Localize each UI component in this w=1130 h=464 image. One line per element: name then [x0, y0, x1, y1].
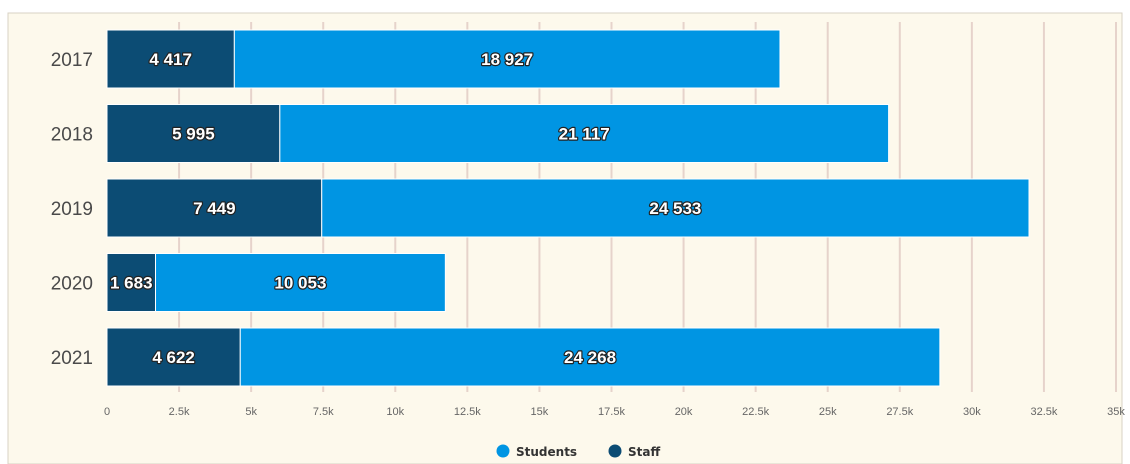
x-tick-label: 12.5k: [454, 406, 481, 418]
data-label: 4 622: [152, 348, 195, 367]
legend-marker-staff[interactable]: [608, 444, 622, 458]
category-label: 2017: [51, 50, 93, 71]
data-label: 18 927: [481, 50, 533, 69]
data-label: 5 995: [172, 125, 215, 144]
category-label: 2019: [51, 199, 93, 220]
legend-marker-students[interactable]: [496, 444, 510, 458]
x-tick-label: 20k: [675, 406, 693, 418]
x-tick-label: 5k: [245, 406, 257, 418]
bar-students[interactable]: [321, 178, 1030, 238]
data-label: 21 117: [559, 125, 610, 144]
legend[interactable]: Students Staff: [496, 444, 661, 460]
bar-students[interactable]: [239, 327, 941, 387]
bars: 4 417 18 927 5 995 21 117 7 449 24 533 1 683 10…: [106, 29, 1030, 387]
bar-students[interactable]: [233, 29, 781, 89]
legend-label-students[interactable]: Students: [516, 445, 577, 459]
x-tick-label: 25k: [819, 406, 837, 418]
x-tick-label: 2.5k: [169, 406, 190, 418]
x-tick-label: 32.5k: [1030, 406, 1057, 418]
data-label: 7 449: [193, 199, 236, 218]
category-labels: 2017 2018 2019 2020 2021: [51, 50, 93, 369]
bar-staff[interactable]: [106, 253, 157, 312]
x-tick-label: 15k: [531, 406, 549, 418]
x-tick-label: 7.5k: [313, 406, 334, 418]
x-tick-label: 17.5k: [598, 406, 625, 418]
category-label: 2018: [51, 125, 93, 146]
category-label: 2021: [51, 348, 93, 369]
x-tick-label: 0: [104, 406, 110, 418]
bar-students[interactable]: [279, 104, 890, 163]
category-label: 2020: [51, 274, 93, 295]
x-tick-label: 22.5k: [742, 406, 769, 418]
bar-staff[interactable]: [106, 327, 241, 387]
data-label: 24 533: [649, 199, 701, 218]
bar-students[interactable]: [155, 253, 446, 312]
x-tick-label: 27.5k: [886, 406, 913, 418]
data-label: 4 417: [149, 50, 192, 69]
x-tick-label: 35k: [1107, 406, 1125, 418]
legend-label-staff[interactable]: Staff: [628, 445, 660, 459]
bar-staff[interactable]: [106, 104, 281, 163]
data-label: 10 053: [274, 274, 326, 293]
x-tick-label: 10k: [386, 406, 404, 418]
data-label: 24 268: [564, 348, 616, 367]
x-axis-ticks: 0 2.5k 5k 7.5k 10k 12.5k 15k 17.5k 20k 22.5k 25k 27…: [104, 406, 1125, 418]
bar-staff[interactable]: [106, 178, 323, 238]
x-tick-label: 30k: [963, 406, 981, 418]
data-label: 1 683: [110, 274, 153, 293]
